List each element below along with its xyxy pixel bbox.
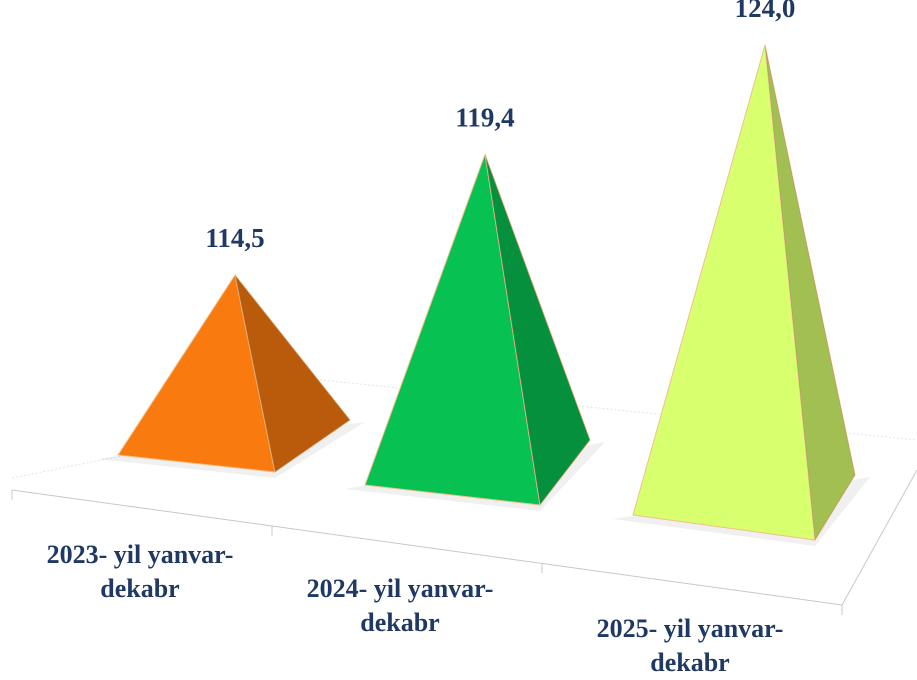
value-label: 124,0 — [735, 0, 796, 23]
pyramid-side-face — [484, 154, 591, 507]
pyramid-side-shade — [765, 45, 855, 540]
category-label: 2024- yil yanvar-dekabr — [306, 574, 494, 637]
pyramid-side-shade — [485, 154, 590, 505]
value-label: 114,5 — [205, 223, 264, 253]
floor-front-edge — [11, 489, 843, 606]
pyramid-side-face — [234, 274, 351, 473]
pyramid-side-face — [764, 44, 856, 542]
pyramid-front-face — [632, 44, 816, 541]
pyramid-side-shade — [235, 275, 350, 472]
value-label: 119,4 — [455, 102, 514, 132]
floor-side-edge — [841, 469, 917, 606]
category-label: 2023- yil yanvar-dekabr — [46, 540, 234, 603]
category-label: 2025- yil yanvar-dekabr — [596, 614, 784, 677]
